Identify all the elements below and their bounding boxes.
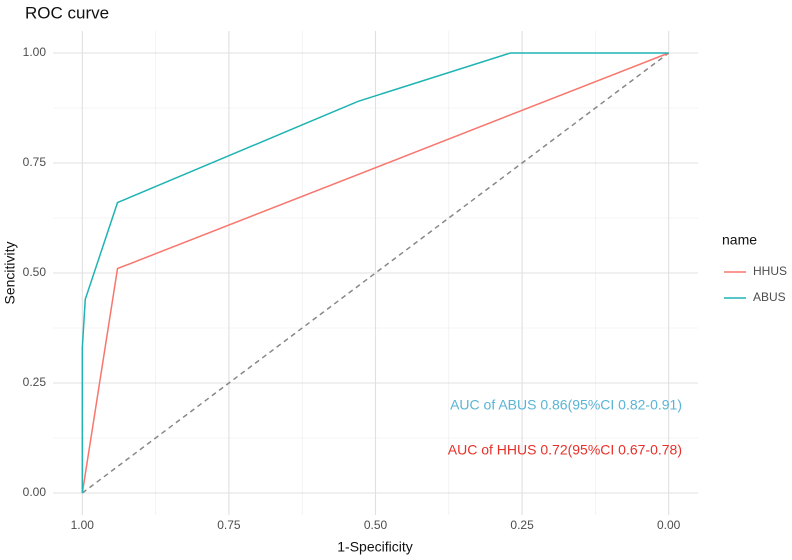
roc-line (81, 52, 669, 494)
x-tick-label: 0.25 (510, 518, 534, 532)
legend-label: HHUS (753, 264, 787, 278)
y-tick-label: 0.00 (23, 485, 47, 499)
x-tick-label: 0.50 (364, 518, 388, 532)
x-tick-label: 0.00 (657, 518, 681, 532)
y-tick-label: 0.75 (23, 155, 47, 169)
y-tick-label: 1.00 (23, 45, 47, 59)
annotation: AUC of ABUS 0.86(95%CI 0.82-0.91) (450, 397, 682, 413)
y-tick-label: 0.25 (23, 375, 47, 389)
annotation: AUC of HHUS 0.72(95%CI 0.67-0.78) (448, 442, 682, 458)
x-tick-label: 1.00 (71, 518, 95, 532)
roc-line (81, 52, 669, 493)
legend-title: name (722, 232, 757, 248)
x-tick-label: 0.75 (217, 518, 241, 532)
chart-title: ROC curve (25, 3, 109, 22)
y-axis-title: Sencitivity (2, 241, 18, 304)
legend-label: ABUS (753, 290, 786, 304)
x-axis-title: 1-Specificity (337, 539, 412, 555)
y-tick-label: 0.50 (23, 265, 47, 279)
